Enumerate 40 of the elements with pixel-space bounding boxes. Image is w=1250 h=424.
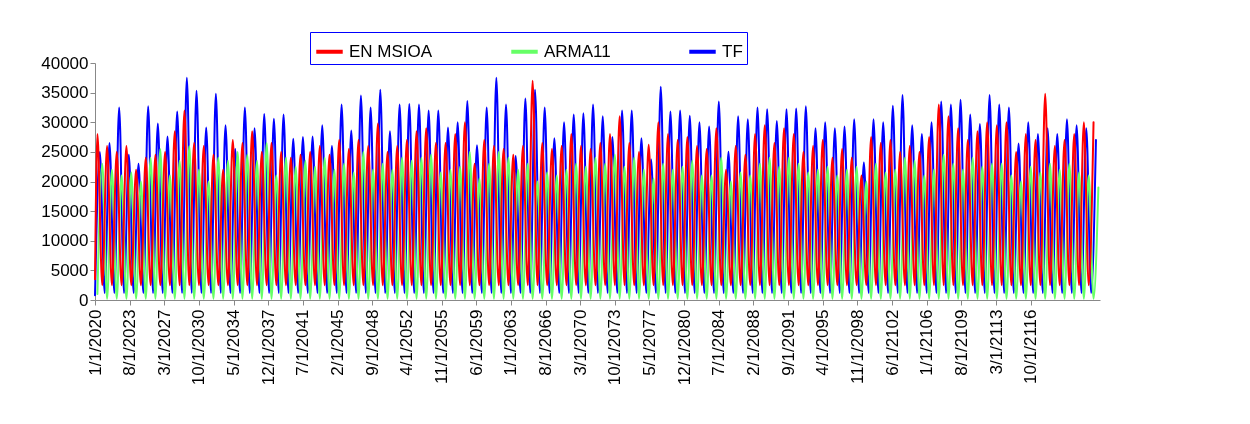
x-tick-label: 4/1/2052 — [397, 309, 417, 376]
x-tick-label: 3/1/2113 — [986, 309, 1006, 375]
x-tick-label: 12/1/2080 — [674, 309, 694, 386]
x-tick-label: 6/1/2102 — [882, 309, 902, 376]
x-tick-label: 2/1/2045 — [328, 309, 348, 376]
x-tick-label: 7/1/2041 — [293, 309, 313, 376]
x-tick-label: 11/1/2098 — [847, 309, 867, 384]
y-tick-label: 35000 — [41, 83, 89, 103]
x-tick-label: 1/1/2106 — [917, 309, 937, 376]
x-tick-label: 9/1/2091 — [778, 309, 798, 376]
x-tick-label: 9/1/2048 — [362, 309, 382, 376]
x-tick-label: 5/1/2077 — [639, 309, 659, 376]
legend-label: EN MSIOA — [349, 41, 433, 61]
legend-label: TF — [722, 41, 743, 61]
x-tick-label: 3/1/2027 — [154, 309, 174, 376]
x-tick-label: 8/1/2109 — [951, 309, 971, 376]
x-tick-label: 11/1/2055 — [432, 309, 452, 384]
x-tick-label: 2/1/2088 — [743, 309, 763, 376]
x-tick-label: 12/1/2037 — [258, 309, 278, 386]
y-tick-label: 0 — [79, 290, 89, 310]
y-tick-label: 10000 — [41, 231, 89, 251]
x-tick-label: 8/1/2023 — [120, 309, 140, 376]
x-tick-label: 10/1/2116 — [1021, 309, 1041, 384]
x-tick-label: 3/1/2070 — [570, 309, 590, 376]
x-tick-label: 1/1/2063 — [501, 309, 521, 376]
x-tick-label: 6/1/2059 — [466, 309, 486, 376]
y-tick-label: 30000 — [41, 112, 89, 132]
x-tick-label: 5/1/2034 — [224, 309, 244, 376]
y-tick-label: 15000 — [41, 201, 89, 221]
y-tick-label: 20000 — [41, 172, 89, 191]
y-tick-label: 5000 — [50, 260, 89, 280]
x-tick-label: 4/1/2095 — [813, 309, 833, 376]
x-tick-label: 7/1/2084 — [709, 309, 729, 376]
x-tick-label: 1/1/2020 — [85, 309, 105, 376]
y-tick-label: 40000 — [41, 53, 89, 73]
x-tick-label: 10/1/2030 — [189, 309, 209, 386]
x-tick-label: 8/1/2066 — [536, 309, 556, 376]
x-tick-label: 10/1/2073 — [605, 309, 625, 386]
y-tick-label: 25000 — [41, 142, 89, 162]
legend-label: ARMA11 — [544, 41, 611, 61]
